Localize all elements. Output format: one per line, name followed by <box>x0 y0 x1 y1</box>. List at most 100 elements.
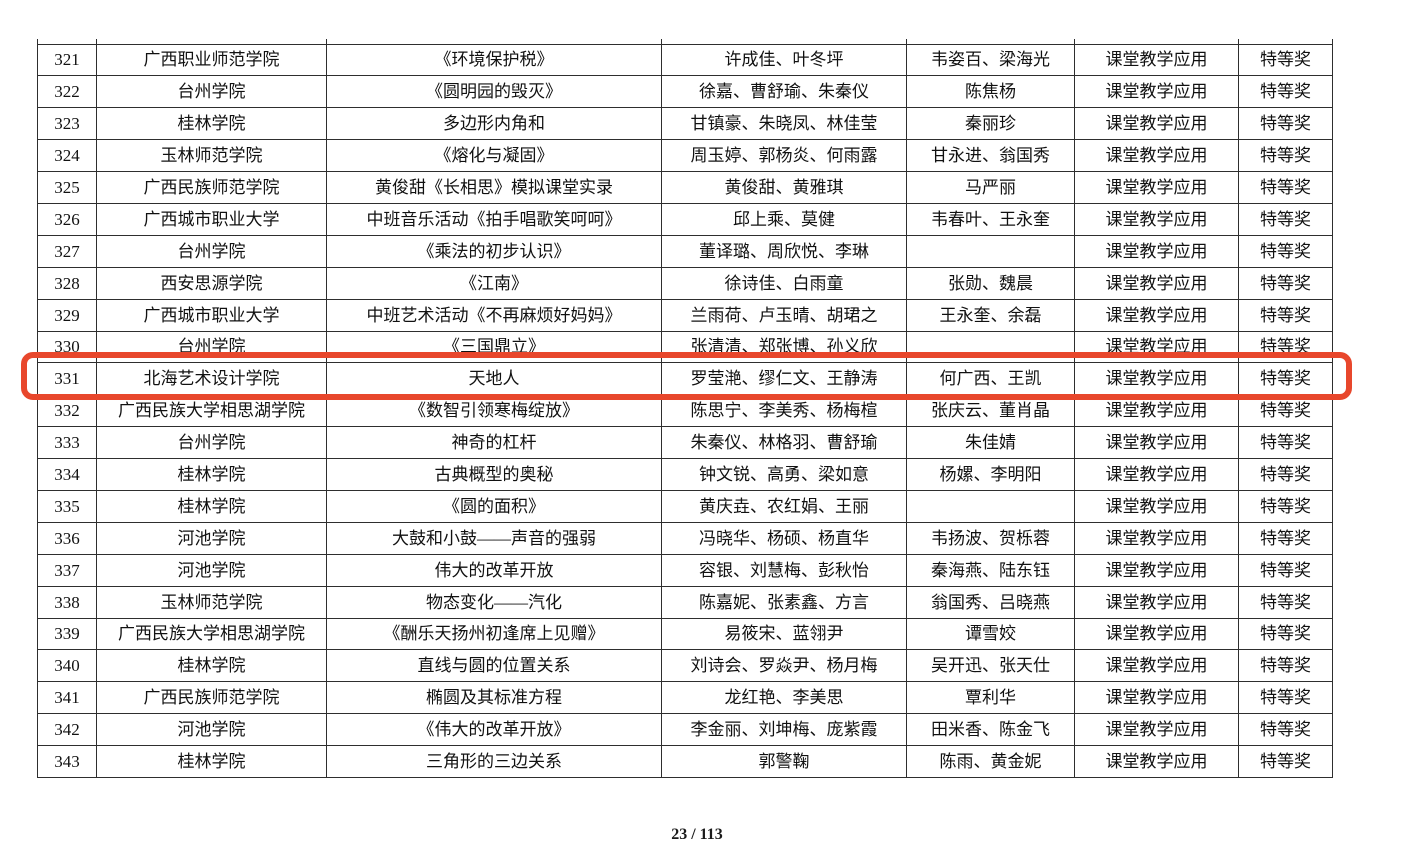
cell-title: 神奇的杠杆 <box>326 426 662 460</box>
cell-num: 339 <box>37 617 97 651</box>
cell-authors: 甘镇豪、朱晓凤、林佳莹 <box>661 107 907 141</box>
cell-institution: 河池学院 <box>96 521 327 555</box>
cell-title: 天地人 <box>326 362 662 396</box>
cell-authors: 徐嘉、曹舒瑜、朱秦仪 <box>661 75 907 109</box>
cell-authors: 黄庆垚、农红娟、王丽 <box>661 489 907 523</box>
cell-institution: 桂林学院 <box>96 649 327 683</box>
cell-authors: 龙红艳、李美思 <box>661 681 907 715</box>
table-row-highlighted: 331 北海艺术设计学院 天地人 罗莹滟、缪仁文、王静涛 何广西、王凯 课堂教学应用 特等奖 <box>37 362 1333 396</box>
cell-award: 特等奖 <box>1238 362 1333 396</box>
table-row-partial <box>37 39 1333 45</box>
cell-title: 中班艺术活动《不再麻烦好妈妈》 <box>326 298 662 332</box>
cell-title: 黄俊甜《长相思》模拟课堂实录 <box>326 171 662 204</box>
cell-institution: 广西民族大学相思湖学院 <box>96 394 327 428</box>
cell-num: 335 <box>37 489 97 523</box>
table-row: 342 河池学院 《伟大的改革开放》 李金丽、刘坤梅、庞紫霞 田米香、陈金飞 课堂教学应用… <box>37 713 1333 747</box>
cell-title: 《酬乐天扬州初逢席上见赠》 <box>326 617 662 651</box>
cell-num: 324 <box>37 139 97 173</box>
cell-award: 特等奖 <box>1238 585 1333 619</box>
cell-award: 特等奖 <box>1238 713 1333 747</box>
cell-advisors: 杨嫘、李明阳 <box>906 458 1075 491</box>
cell-advisors: 何广西、王凯 <box>906 362 1075 396</box>
cell-award: 特等奖 <box>1238 394 1333 428</box>
cell-advisors: 韦扬波、贺栎蓉 <box>906 521 1075 555</box>
cell-category: 课堂教学应用 <box>1074 458 1239 491</box>
cell-category: 课堂教学应用 <box>1074 234 1239 268</box>
cell-advisors: 张勋、魏晨 <box>906 266 1075 300</box>
cell-advisors: 陈雨、黄金妮 <box>906 745 1075 778</box>
cell-institution: 玉林师范学院 <box>96 139 327 173</box>
cell-title: 《伟大的改革开放》 <box>326 713 662 747</box>
cell-title: 大鼓和小鼓——声音的强弱 <box>326 521 662 555</box>
cell-category: 课堂教学应用 <box>1074 266 1239 300</box>
cell-award: 特等奖 <box>1238 681 1333 715</box>
cell-category: 课堂教学应用 <box>1074 426 1239 460</box>
cell-award: 特等奖 <box>1238 458 1333 491</box>
cell-category: 课堂教学应用 <box>1074 617 1239 651</box>
cell-award: 特等奖 <box>1238 330 1333 364</box>
cell-advisors: 秦丽珍 <box>906 107 1075 141</box>
cell-title: 《数智引领寒梅绽放》 <box>326 394 662 428</box>
cell-category: 课堂教学应用 <box>1074 681 1239 715</box>
table-row: 343 桂林学院 三角形的三边关系 郭警鞠 陈雨、黄金妮 课堂教学应用 特等奖 <box>37 745 1333 778</box>
cell-num: 325 <box>37 171 97 204</box>
cell-institution: 桂林学院 <box>96 107 327 141</box>
cell-institution: 河池学院 <box>96 713 327 747</box>
cell-category: 课堂教学应用 <box>1074 43 1239 77</box>
cell-num: 321 <box>37 43 97 77</box>
cell-advisors: 马严丽 <box>906 171 1075 204</box>
cell-award: 特等奖 <box>1238 139 1333 173</box>
table-row: 323 桂林学院 多边形内角和 甘镇豪、朱晓凤、林佳莹 秦丽珍 课堂教学应用 特等奖 <box>37 107 1333 141</box>
cell-authors: 许成佳、叶冬坪 <box>661 43 907 77</box>
cell-award: 特等奖 <box>1238 234 1333 268</box>
cell-award <box>1238 39 1333 45</box>
cell-authors: 张清清、郑张博、孙义欣 <box>661 330 907 364</box>
cell-num: 332 <box>37 394 97 428</box>
cell-institution: 玉林师范学院 <box>96 585 327 619</box>
cell-award: 特等奖 <box>1238 266 1333 300</box>
cell-title: 古典概型的奥秘 <box>326 458 662 491</box>
cell-advisors: 吴开迅、张天仕 <box>906 649 1075 683</box>
cell-title: 三角形的三边关系 <box>326 745 662 778</box>
cell-award: 特等奖 <box>1238 75 1333 109</box>
cell-authors: 容银、刘慧梅、彭秋怡 <box>661 553 907 587</box>
cell-authors: 董译璐、周欣悦、李琳 <box>661 234 907 268</box>
cell-institution: 北海艺术设计学院 <box>96 362 327 396</box>
cell-category: 课堂教学应用 <box>1074 745 1239 778</box>
cell-award: 特等奖 <box>1238 489 1333 523</box>
table-row: 340 桂林学院 直线与圆的位置关系 刘诗会、罗焱尹、杨月梅 吴开迅、张天仕 课堂教学应用… <box>37 649 1333 683</box>
cell-title: 《环境保护税》 <box>326 43 662 77</box>
cell-institution: 桂林学院 <box>96 489 327 523</box>
cell-category: 课堂教学应用 <box>1074 553 1239 587</box>
cell-institution: 广西城市职业大学 <box>96 202 327 236</box>
table-row: 330 台州学院 《三国鼎立》 张清清、郑张博、孙义欣 课堂教学应用 特等奖 <box>37 330 1333 364</box>
cell-title: 《三国鼎立》 <box>326 330 662 364</box>
cell-institution: 西安思源学院 <box>96 266 327 300</box>
cell-authors: 邱上乘、莫健 <box>661 202 907 236</box>
table-row: 325 广西民族师范学院 黄俊甜《长相思》模拟课堂实录 黄俊甜、黄雅琪 马严丽 课堂教学应… <box>37 171 1333 204</box>
cell-category: 课堂教学应用 <box>1074 107 1239 141</box>
award-table: 321 广西职业师范学院 《环境保护税》 许成佳、叶冬坪 韦姿百、梁海光 课堂教学应用 特等… <box>37 39 1333 778</box>
cell-title: 《乘法的初步认识》 <box>326 234 662 268</box>
cell-num: 337 <box>37 553 97 587</box>
cell-num: 323 <box>37 107 97 141</box>
table-row: 326 广西城市职业大学 中班音乐活动《拍手唱歌笑呵呵》 邱上乘、莫健 韦春叶、王永奎课… <box>37 202 1333 236</box>
cell-title: 伟大的改革开放 <box>326 553 662 587</box>
cell-institution: 广西民族师范学院 <box>96 171 327 204</box>
cell-category: 课堂教学应用 <box>1074 521 1239 555</box>
cell-category: 课堂教学应用 <box>1074 489 1239 523</box>
cell-title: 中班音乐活动《拍手唱歌笑呵呵》 <box>326 202 662 236</box>
cell-num: 322 <box>37 75 97 109</box>
cell-authors: 周玉婷、郭杨炎、何雨露 <box>661 139 907 173</box>
table-row: 327 台州学院 《乘法的初步认识》 董译璐、周欣悦、李琳 课堂教学应用 特等奖 <box>37 234 1333 268</box>
cell-authors: 易筱宋、蓝翎尹 <box>661 617 907 651</box>
cell-advisors <box>906 330 1075 364</box>
cell-num: 341 <box>37 681 97 715</box>
cell-institution: 台州学院 <box>96 234 327 268</box>
table-row: 324 玉林师范学院 《熔化与凝固》 周玉婷、郭杨炎、何雨露 甘永进、翁国秀 课堂教学应用… <box>37 139 1333 173</box>
cell-authors: 刘诗会、罗焱尹、杨月梅 <box>661 649 907 683</box>
cell-advisors: 翁国秀、吕晓燕 <box>906 585 1075 619</box>
cell-institution: 台州学院 <box>96 426 327 460</box>
cell-num: 330 <box>37 330 97 364</box>
cell-institution: 台州学院 <box>96 75 327 109</box>
